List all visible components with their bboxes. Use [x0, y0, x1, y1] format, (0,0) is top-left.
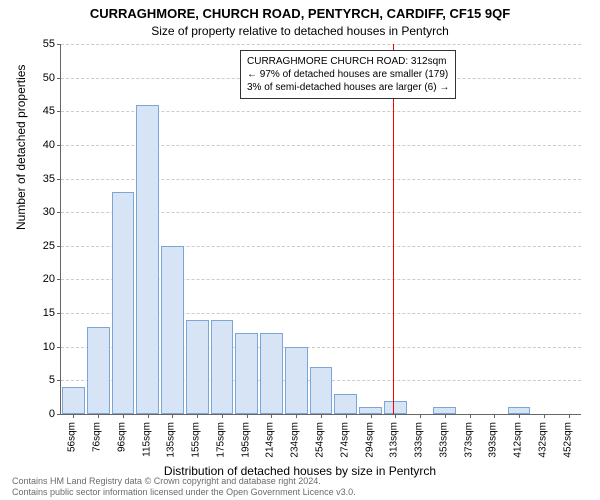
xtick-mark: [420, 414, 421, 418]
ytick-label: 40: [25, 139, 55, 151]
xtick-mark: [172, 414, 173, 418]
histogram-bar: [384, 401, 407, 414]
ytick-label: 0: [25, 408, 55, 420]
xtick-label: 135sqm: [166, 422, 177, 458]
ytick-label: 15: [25, 307, 55, 319]
ytick-label: 50: [25, 72, 55, 84]
xtick-label: 393sqm: [488, 422, 499, 458]
footer-attribution: Contains HM Land Registry data © Crown c…: [12, 476, 356, 498]
xtick-label: 412sqm: [513, 422, 524, 458]
histogram-bar: [136, 105, 159, 414]
ytick-mark: [57, 313, 61, 314]
xtick-label: 195sqm: [240, 422, 251, 458]
xtick-mark: [247, 414, 248, 418]
histogram-bar: [211, 320, 234, 414]
annotation-line2: ← 97% of detached houses are smaller (17…: [247, 68, 449, 81]
histogram-bar: [433, 407, 456, 414]
xtick-label: 115sqm: [141, 422, 152, 457]
annotation-line1: CURRAGHMORE CHURCH ROAD: 312sqm: [247, 55, 449, 68]
ytick-mark: [57, 179, 61, 180]
xtick-mark: [321, 414, 322, 418]
xtick-mark: [569, 414, 570, 418]
ytick-label: 25: [25, 240, 55, 252]
annotation-box: CURRAGHMORE CHURCH ROAD: 312sqm← 97% of …: [240, 50, 456, 99]
ytick-label: 35: [25, 173, 55, 185]
histogram-bar: [235, 333, 258, 414]
ytick-mark: [57, 145, 61, 146]
histogram-bar: [112, 192, 135, 414]
histogram-bar: [186, 320, 209, 414]
ytick-label: 10: [25, 341, 55, 353]
xtick-mark: [445, 414, 446, 418]
xtick-mark: [148, 414, 149, 418]
xtick-label: 76sqm: [92, 422, 103, 452]
annotation-line3: 3% of semi-detached houses are larger (6…: [247, 81, 449, 94]
chart-container: CURRAGHMORE, CHURCH ROAD, PENTYRCH, CARD…: [0, 0, 600, 500]
xtick-mark: [98, 414, 99, 418]
xtick-label: 294sqm: [364, 422, 375, 458]
plot-area: [60, 44, 581, 415]
ytick-label: 45: [25, 105, 55, 117]
xtick-mark: [470, 414, 471, 418]
xtick-label: 234sqm: [290, 422, 301, 458]
xtick-mark: [73, 414, 74, 418]
xtick-label: 452sqm: [562, 422, 573, 458]
ytick-mark: [57, 347, 61, 348]
xtick-label: 313sqm: [389, 422, 400, 458]
histogram-bar: [334, 394, 357, 414]
xtick-mark: [197, 414, 198, 418]
xtick-mark: [271, 414, 272, 418]
ytick-mark: [57, 111, 61, 112]
ytick-mark: [57, 380, 61, 381]
xtick-label: 56sqm: [67, 422, 78, 452]
ytick-mark: [57, 246, 61, 247]
chart-title-main: CURRAGHMORE, CHURCH ROAD, PENTYRCH, CARD…: [0, 6, 600, 21]
gridline: [61, 44, 581, 45]
histogram-bar: [62, 387, 85, 414]
ytick-label: 5: [25, 374, 55, 386]
ytick-mark: [57, 212, 61, 213]
xtick-label: 214sqm: [265, 422, 276, 458]
xtick-label: 254sqm: [315, 422, 326, 458]
xtick-label: 373sqm: [463, 422, 474, 458]
xtick-mark: [346, 414, 347, 418]
histogram-bar: [161, 246, 184, 414]
ytick-mark: [57, 78, 61, 79]
chart-title-sub: Size of property relative to detached ho…: [0, 24, 600, 38]
ytick-label: 20: [25, 273, 55, 285]
xtick-label: 155sqm: [191, 422, 202, 458]
footer-line1: Contains HM Land Registry data © Crown c…: [12, 476, 356, 487]
xtick-mark: [123, 414, 124, 418]
footer-line2: Contains public sector information licen…: [12, 487, 356, 498]
xtick-label: 432sqm: [537, 422, 548, 458]
xtick-mark: [371, 414, 372, 418]
xtick-mark: [222, 414, 223, 418]
histogram-bar: [508, 407, 531, 414]
xtick-label: 274sqm: [339, 422, 350, 458]
xtick-label: 333sqm: [414, 422, 425, 458]
xtick-mark: [544, 414, 545, 418]
histogram-bar: [359, 407, 382, 414]
ytick-mark: [57, 44, 61, 45]
histogram-bar: [285, 347, 308, 414]
xtick-label: 175sqm: [215, 422, 226, 458]
xtick-mark: [395, 414, 396, 418]
xtick-label: 353sqm: [438, 422, 449, 458]
ytick-mark: [57, 279, 61, 280]
xtick-mark: [494, 414, 495, 418]
reference-line: [393, 44, 394, 414]
ytick-label: 30: [25, 206, 55, 218]
xtick-mark: [519, 414, 520, 418]
xtick-label: 96sqm: [116, 422, 127, 452]
histogram-bar: [260, 333, 283, 414]
xtick-mark: [296, 414, 297, 418]
histogram-bar: [310, 367, 333, 414]
histogram-bar: [87, 327, 110, 414]
ytick-label: 55: [25, 38, 55, 50]
ytick-mark: [57, 414, 61, 415]
